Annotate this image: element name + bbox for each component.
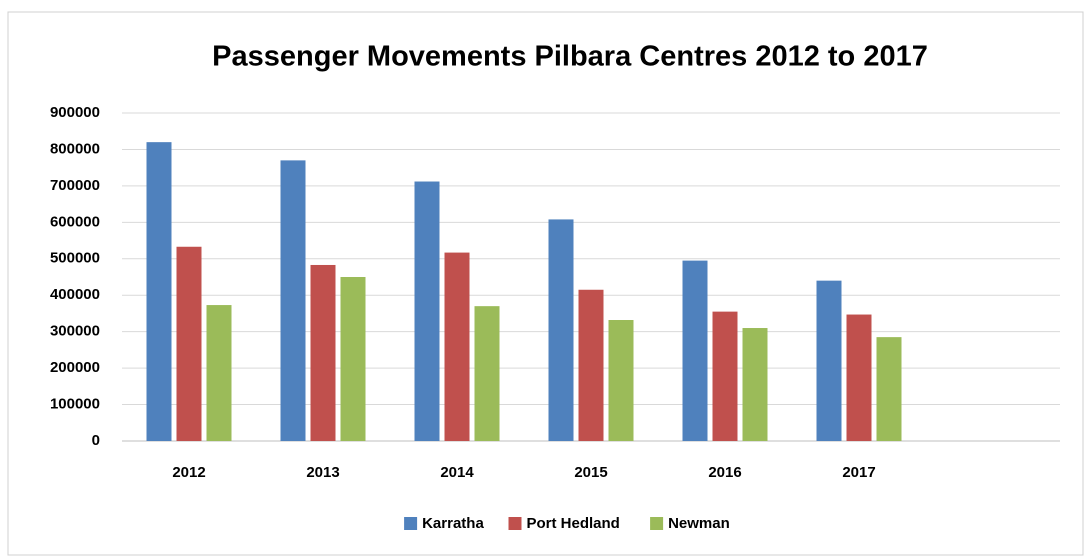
legend-label: Newman (668, 515, 730, 532)
bar (712, 311, 738, 441)
y-tick-label: 800000 (50, 140, 100, 157)
legend-swatch (404, 517, 418, 530)
legend-swatch (508, 517, 522, 530)
x-tick-label: 2014 (440, 464, 474, 481)
bar (280, 160, 306, 441)
bar (414, 181, 440, 441)
y-tick-label: 100000 (50, 396, 100, 413)
bar (310, 264, 336, 441)
y-tick-label: 700000 (50, 177, 100, 194)
bar (176, 246, 202, 441)
bar (816, 280, 842, 441)
x-tick-label: 2013 (306, 464, 339, 481)
chart-title: Passenger Movements Pilbara Centres 2012… (212, 41, 928, 73)
y-tick-label: 500000 (50, 250, 100, 267)
bar (876, 337, 902, 441)
y-tick-label: 900000 (50, 104, 100, 121)
bar (146, 142, 172, 441)
bar (742, 328, 768, 441)
legend-swatch (650, 517, 664, 530)
bar (548, 219, 574, 441)
legend-label: Port Hedland (527, 515, 620, 532)
bar (608, 320, 634, 441)
x-tick-label: 2016 (708, 464, 741, 481)
bar (846, 314, 872, 441)
y-tick-label: 0 (92, 432, 100, 449)
y-tick-label: 600000 (50, 213, 100, 230)
y-tick-label: 300000 (50, 323, 100, 340)
y-tick-label: 200000 (50, 359, 100, 376)
y-tick-label: 400000 (50, 286, 100, 303)
bar (682, 260, 708, 441)
bar (444, 252, 470, 441)
bar (206, 305, 232, 441)
x-tick-label: 2015 (574, 464, 607, 481)
x-tick-label: 2012 (172, 464, 205, 481)
bar (474, 306, 500, 441)
bar (340, 277, 366, 441)
x-tick-label: 2017 (842, 464, 875, 481)
legend-label: Karratha (422, 515, 484, 532)
bar (578, 289, 604, 441)
